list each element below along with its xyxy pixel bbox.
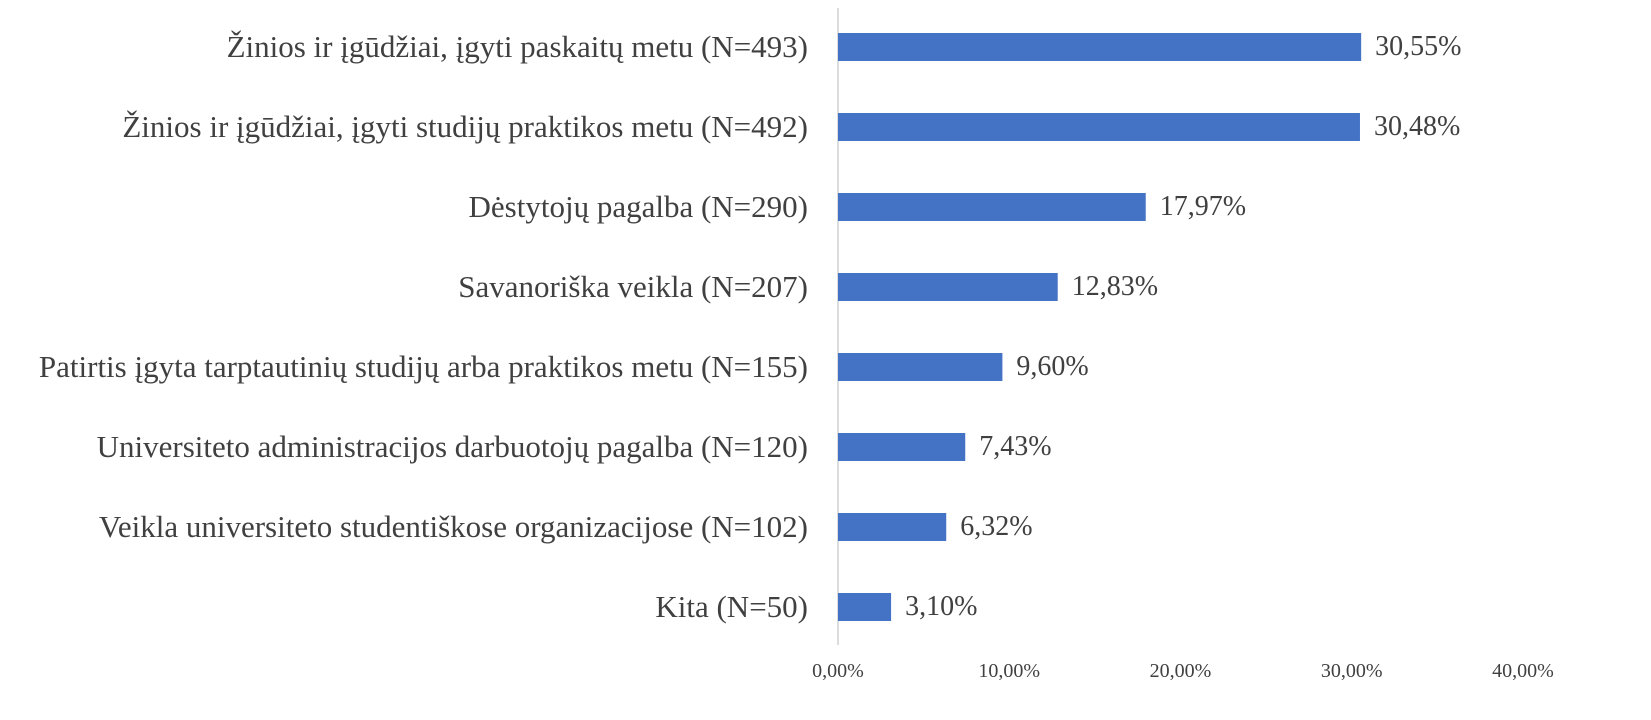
value-label: 30,55% — [1375, 31, 1462, 62]
value-label: 12,83% — [1071, 271, 1159, 302]
category-label: Žinios ir įgūdžiai, įgyti paskaitų metu … — [226, 29, 808, 64]
category-label-box: Veikla universiteto studentiškose organi… — [0, 487, 808, 567]
x-tick-label: 40,00% — [1492, 660, 1554, 682]
category-label: Veikla universiteto studentiškose organi… — [98, 509, 808, 544]
bar — [838, 593, 892, 621]
bar — [838, 113, 1360, 141]
value-label: 30,48% — [1373, 111, 1461, 142]
category-label: Kita (N=50) — [655, 589, 808, 624]
category-label: Patirtis įgyta tarptautinių studijų arba… — [38, 349, 808, 384]
value-label: 17,97% — [1159, 191, 1247, 222]
category-label-box: Savanoriška veikla (N=207) — [0, 247, 808, 327]
category-label: Universiteto administracijos darbuotojų … — [96, 429, 808, 464]
x-tick-label: 0,00% — [812, 660, 864, 682]
category-label-box: Žinios ir įgūdžiai, įgyti studijų prakti… — [0, 87, 808, 167]
bar — [838, 513, 947, 541]
bar — [838, 33, 1362, 61]
value-label: 6,32% — [960, 511, 1033, 542]
category-label: Dėstytojų pagalba (N=290) — [468, 189, 808, 224]
category-label-box: Kita (N=50) — [0, 567, 808, 647]
category-label: Žinios ir įgūdžiai, įgyti studijų prakti… — [122, 109, 808, 144]
category-label-box: Dėstytojų pagalba (N=290) — [0, 167, 808, 247]
bar — [838, 433, 966, 461]
category-label-box: Patirtis įgyta tarptautinių studijų arba… — [0, 327, 808, 407]
x-tick-label: 10,00% — [978, 660, 1041, 682]
bar — [838, 353, 1003, 381]
bar — [838, 273, 1058, 301]
value-label: 3,10% — [905, 591, 978, 622]
category-label: Savanoriška veikla (N=207) — [458, 269, 808, 304]
value-label: 9,60% — [1016, 351, 1089, 382]
value-label: 7,43% — [979, 431, 1052, 462]
bar — [838, 193, 1146, 221]
x-tick-label: 30,00% — [1320, 660, 1383, 682]
category-label-box: Žinios ir įgūdžiai, įgyti paskaitų metu … — [0, 7, 808, 87]
x-tick-label: 20,00% — [1149, 660, 1212, 682]
category-label-box: Universiteto administracijos darbuotojų … — [0, 407, 808, 487]
